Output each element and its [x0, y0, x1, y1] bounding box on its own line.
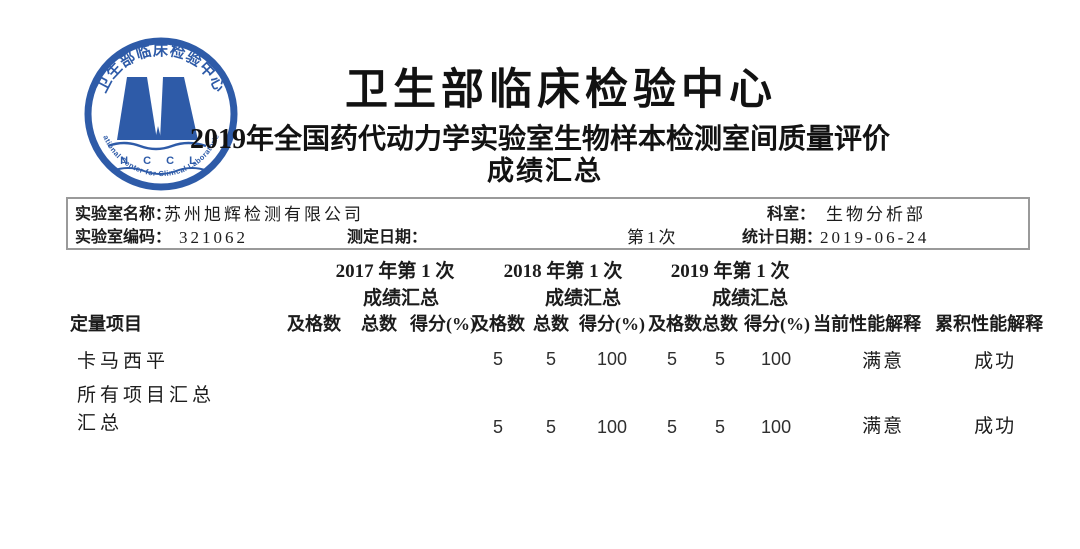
item-line-1: 所有项目汇总 — [77, 385, 216, 406]
summary-header-2019: 成绩汇总 — [712, 288, 789, 309]
lab-code-label: 实验室编码： — [75, 229, 172, 246]
test-date-label: 测定日期： — [347, 229, 428, 246]
page-subtitle-2: 成绩汇总 — [487, 156, 603, 186]
cumulative-performance-header: 累积性能解释 — [935, 314, 1044, 334]
score-cell: 5 — [715, 417, 726, 437]
current-performance-cell: 满意 — [862, 350, 905, 372]
pass-header-2019: 及格数 — [648, 314, 703, 334]
score-cell: 5 — [546, 348, 557, 369]
logo-wave-bottom — [111, 167, 209, 175]
table-row: 卡马西平 5 5 100 5 5 100 满意 成功 — [60, 336, 1052, 382]
score-cell — [348, 382, 410, 441]
summary-header-row: 成绩汇总 成绩汇总 成绩汇总 — [60, 283, 1052, 310]
dept-label: 科室： — [767, 206, 816, 223]
score-cell — [410, 382, 470, 441]
summary-header-2018: 成绩汇总 — [545, 288, 622, 309]
score-cell: 5 — [493, 348, 504, 369]
pass-header-2018: 及格数 — [471, 314, 526, 334]
cumulative-performance-cell: 成功 — [974, 416, 1017, 437]
item-cell: 卡马西平 — [77, 350, 170, 372]
cumulative-performance-cell: 成功 — [974, 350, 1017, 372]
score-cell: 100 — [597, 417, 628, 437]
table-row: 所有项目汇总 汇总 5 5 100 5 5 100 满意 成功 — [60, 382, 1052, 441]
score-header-2017: 得分(%) — [410, 314, 476, 334]
page-subtitle: 2019年全国药代动力学实验室生物样本检测室间质量评价 — [189, 124, 890, 155]
score-cell — [280, 382, 348, 441]
lab-info-box: 实验室名称： 苏州旭辉检测有限公司 科室： 生物分析部 实验室编码： 32106… — [66, 197, 1030, 250]
pass-header-2017: 及格数 — [287, 314, 341, 334]
page-title: 卫生部临床检验中心 — [345, 67, 777, 114]
score-cell: 5 — [715, 348, 726, 369]
summary-header-2017: 成绩汇总 — [363, 288, 440, 309]
flask-left-icon — [117, 77, 157, 140]
item-column-header: 定量项目 — [70, 314, 142, 334]
score-cell — [348, 336, 410, 382]
stat-date-value: 2019-06-24 — [820, 228, 930, 247]
score-header-2019: 得分(%) — [744, 314, 811, 334]
nccl-logo: 卫生部临床检验中心 N C C L National Center for Cl… — [74, 34, 238, 191]
dept-value: 生物分析部 — [826, 205, 926, 224]
score-cell — [410, 336, 470, 382]
year-header-2017: 2017 年第 1 次 — [335, 261, 455, 282]
score-cell: 100 — [597, 348, 628, 369]
item-line-2: 汇总 — [77, 413, 124, 434]
lab-code-value: 321062 — [179, 228, 248, 247]
logo-acronym: N C C L — [120, 155, 202, 167]
stat-date-label: 统计日期： — [742, 229, 823, 246]
score-cell: 5 — [546, 417, 557, 437]
lab-name-label: 实验室名称： — [75, 206, 172, 223]
score-cell: 5 — [493, 417, 504, 437]
logo-ring — [84, 37, 238, 191]
test-round-value: 第1次 — [627, 228, 679, 247]
score-cell: 100 — [761, 417, 792, 437]
score-cell: 100 — [761, 348, 792, 369]
current-performance-cell: 满意 — [862, 416, 905, 437]
total-header-2018: 总数 — [533, 314, 570, 334]
logo-wave-top — [107, 141, 207, 151]
total-header-2017: 总数 — [361, 314, 397, 334]
score-table: 2017 年第 1 次 2018 年第 1 次 2019 年第 1 次 成绩汇总… — [60, 256, 1052, 441]
lab-name-value: 苏州旭辉检测有限公司 — [164, 205, 364, 224]
score-cell: 5 — [667, 417, 678, 437]
score-header-2018: 得分(%) — [579, 314, 646, 334]
score-cell — [280, 336, 348, 382]
year-header-2019: 2019 年第 1 次 — [670, 261, 790, 282]
score-cell: 5 — [667, 348, 678, 369]
year-header-2018: 2018 年第 1 次 — [503, 261, 623, 282]
current-performance-header: 当前性能解释 — [813, 314, 922, 334]
total-header-2019: 总数 — [702, 314, 739, 334]
flask-right-icon — [160, 77, 198, 140]
year-header-row: 2017 年第 1 次 2018 年第 1 次 2019 年第 1 次 — [60, 256, 1052, 283]
column-header-row: 定量项目 及格数 总数 得分(%) 及格数 总数 得分(%) 及格数 总数 得分… — [60, 310, 1052, 336]
flask-drop-icon — [155, 126, 162, 140]
item-cell: 所有项目汇总 汇总 — [60, 382, 280, 441]
